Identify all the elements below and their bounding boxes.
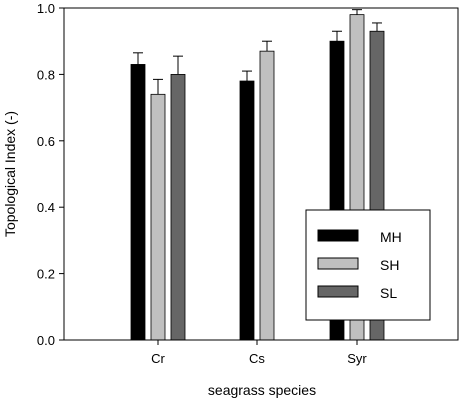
bar-sh-cs [259, 50, 275, 341]
y-tick-label: 0.6 [37, 134, 55, 149]
bar-mh-cs [239, 80, 255, 341]
x-axis-title: seagrass species [208, 382, 316, 398]
y-tick-label: 0.8 [37, 67, 55, 82]
legend-swatch-mh [317, 229, 359, 242]
plot-frame [63, 7, 459, 341]
x-tick-label-cr: Cr [151, 351, 165, 366]
bar-mh-cr [130, 64, 146, 341]
x-tick-label-cs: Cs [249, 351, 265, 366]
x-tick-label-syr: Syr [347, 351, 367, 366]
y-tick-label: 0.2 [37, 267, 55, 282]
legend-swatch-sl [317, 285, 359, 298]
legend-swatch-sh [317, 257, 359, 270]
y-axis-title: Topological Index (-) [2, 111, 18, 237]
y-tick-label: 1.0 [37, 1, 55, 16]
legend-label-sh: SH [380, 257, 399, 273]
x-axis: Cr Cs Syr [151, 340, 367, 366]
error-bars-layer [133, 9, 382, 95]
y-tick-label: 0.0 [37, 333, 55, 348]
bar-sh-cr [150, 93, 166, 341]
legend-label-mh: MH [380, 229, 402, 245]
bar-sl-cr [170, 74, 186, 341]
legend-label-sl: SL [380, 285, 397, 301]
y-axis: 0.0 0.2 0.4 0.6 0.8 1.0 [37, 1, 64, 348]
legend: MH SH SL [305, 209, 431, 321]
y-tick-label: 0.4 [37, 200, 55, 215]
